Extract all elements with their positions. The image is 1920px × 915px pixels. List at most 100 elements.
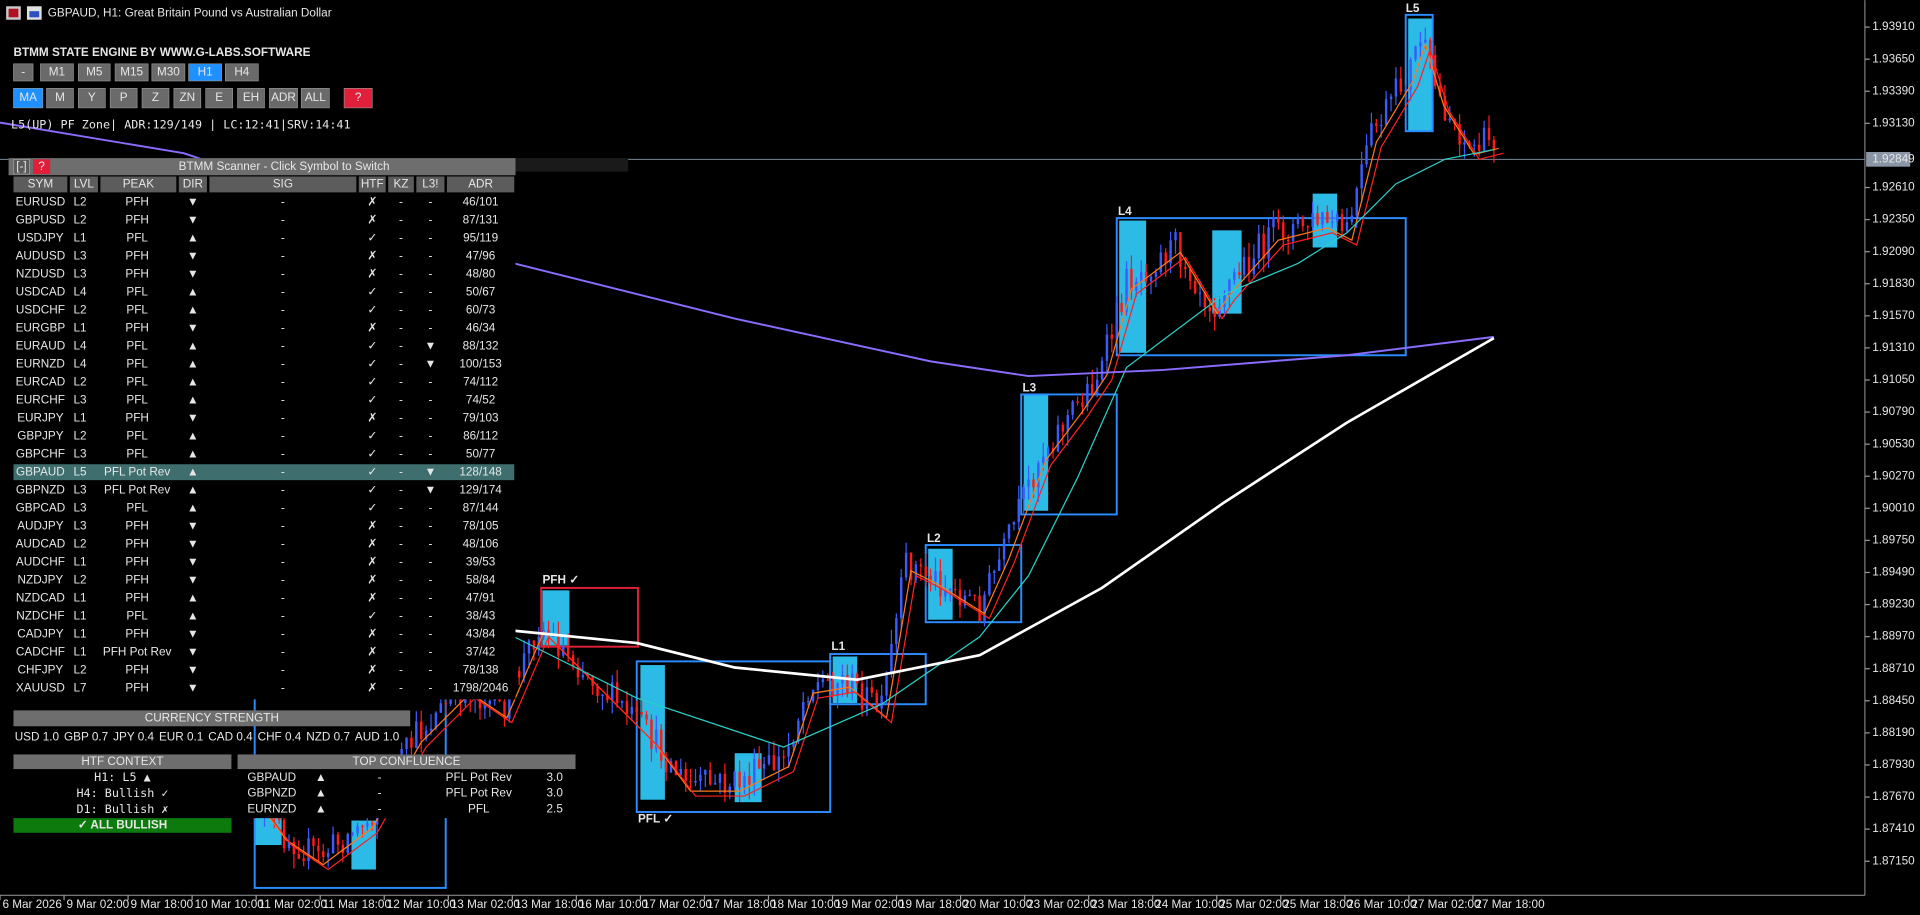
symbol-link[interactable]: USDCAD <box>16 285 66 298</box>
time-label: 19 Mar 18:00 <box>899 898 969 911</box>
timeframe-button[interactable] <box>40 63 74 82</box>
help-button[interactable] <box>33 159 51 175</box>
mode-label[interactable]: MA <box>19 91 37 104</box>
mode-label[interactable]: ZN <box>180 91 196 104</box>
symbol-link[interactable]: EURAUD <box>16 339 66 352</box>
scanner-cell: - <box>428 663 432 676</box>
timeframe-label[interactable]: M1 <box>49 66 65 79</box>
candle-body <box>405 737 408 750</box>
price-label: 1.93130 <box>1872 116 1915 129</box>
mode-label[interactable]: EH <box>243 91 259 104</box>
timeframe-button[interactable] <box>225 63 259 82</box>
symbol-link[interactable]: EURJPY <box>17 411 64 424</box>
symbol-link[interactable]: AUDJPY <box>17 519 64 532</box>
mode-button[interactable] <box>141 88 170 109</box>
symbol-link[interactable]: CADCHF <box>16 645 65 658</box>
help-label[interactable]: ? <box>38 160 45 173</box>
symbol-link[interactable]: EURNZD <box>16 357 65 370</box>
timeframe-button[interactable] <box>13 63 34 82</box>
symbol-link[interactable]: EURCAD <box>16 375 66 388</box>
scanner-cell: - <box>281 501 285 514</box>
time-label: 27 Mar 18:00 <box>1475 898 1545 911</box>
mode-button[interactable] <box>173 88 202 109</box>
timeframe-label[interactable]: M5 <box>86 66 103 79</box>
price-label: 1.89750 <box>1872 534 1915 547</box>
scanner-cell: - <box>399 483 403 496</box>
collapse-label[interactable]: [-] <box>16 160 26 173</box>
mode-button[interactable] <box>269 88 298 109</box>
mode-label[interactable]: Y <box>88 91 96 104</box>
symbol-link[interactable]: USDCHF <box>16 303 65 316</box>
symbol-link[interactable]: GBPCHF <box>16 447 65 460</box>
scanner-cell: - <box>399 267 403 280</box>
symbol-link[interactable]: NZDUSD <box>16 267 65 280</box>
collapse-button[interactable] <box>13 159 30 175</box>
price-label: 1.88710 <box>1872 662 1915 675</box>
confluence-cell: EURNZD <box>247 803 296 816</box>
symbol-link[interactable]: NZDJPY <box>18 573 64 586</box>
symbol-link[interactable]: CHFJPY <box>18 663 64 676</box>
candle-body <box>953 588 957 591</box>
symbol-link[interactable]: GBPUSD <box>16 213 66 226</box>
mode-label[interactable]: E <box>215 91 223 104</box>
mode-button[interactable] <box>13 88 44 109</box>
symbol-link[interactable]: EURCHF <box>16 393 65 406</box>
timeframe-button[interactable] <box>188 63 222 82</box>
timeframe-button[interactable] <box>78 63 111 82</box>
mode-button[interactable] <box>300 88 330 109</box>
symbol-link[interactable]: NZDCAD <box>16 591 65 604</box>
symbol-link[interactable]: EURGBP <box>16 321 66 334</box>
timeframe-button[interactable] <box>151 63 186 82</box>
mode-label[interactable]: M <box>55 91 65 104</box>
candle-body <box>557 633 560 656</box>
mode-label[interactable]: ? <box>355 91 362 104</box>
timeframe-label[interactable]: M30 <box>157 66 180 79</box>
scanner-cell: ✓ <box>367 375 377 388</box>
symbol-link[interactable]: GBPNZD <box>16 483 65 496</box>
symbol-link[interactable]: NZDCHF <box>16 609 64 622</box>
price-label: 1.88190 <box>1872 726 1915 739</box>
symbol-link[interactable]: AUDCHF <box>16 555 65 568</box>
symbol-link[interactable]: AUDCAD <box>16 537 66 550</box>
scanner-cell: ▼ <box>187 267 199 280</box>
scanner-cell: - <box>428 681 432 694</box>
scanner-cell: - <box>281 231 285 244</box>
scanner-cell: - <box>428 573 432 586</box>
candle-body <box>1091 383 1094 394</box>
mode-label[interactable]: ADR <box>271 91 296 104</box>
candle-body <box>1002 538 1006 560</box>
mode-button[interactable] <box>205 88 233 109</box>
candle-body <box>1419 42 1422 47</box>
timeframe-label[interactable]: H1 <box>198 66 213 79</box>
mode-label[interactable]: P <box>120 91 128 104</box>
scanner-cell: - <box>399 213 403 226</box>
candle-body <box>1272 217 1275 228</box>
mode-label[interactable]: ALL <box>305 91 326 104</box>
candle-body <box>1360 164 1363 189</box>
timeframe-button[interactable] <box>114 63 149 82</box>
timeframe-label[interactable]: - <box>21 66 25 79</box>
symbol-link[interactable]: XAUUSD <box>16 681 65 694</box>
candle-body <box>1394 78 1398 97</box>
mode-label[interactable]: Z <box>152 91 159 104</box>
symbol-link[interactable]: USDJPY <box>17 231 64 244</box>
timeframe-label[interactable]: M15 <box>120 66 143 79</box>
symbol-link[interactable]: EURUSD <box>16 195 66 208</box>
mode-button[interactable] <box>109 88 138 109</box>
scanner-cell: L1 <box>73 609 86 622</box>
symbol-link[interactable]: GBPJPY <box>17 429 64 442</box>
symbol-link[interactable]: GBPAUD <box>16 465 65 478</box>
mode-button[interactable] <box>78 88 106 109</box>
scanner-cell: ✗ <box>367 555 377 568</box>
mode-button[interactable] <box>343 88 373 109</box>
mode-button[interactable] <box>46 88 74 109</box>
scanner-cell: ✗ <box>367 321 377 334</box>
scanner-cell: - <box>399 339 403 352</box>
candle-body <box>1056 424 1060 452</box>
mode-button[interactable] <box>237 88 265 109</box>
scanner-cell: - <box>399 519 403 532</box>
symbol-link[interactable]: CADJPY <box>17 627 64 640</box>
symbol-link[interactable]: GBPCAD <box>16 501 66 514</box>
symbol-link[interactable]: AUDUSD <box>16 249 66 262</box>
timeframe-label[interactable]: H4 <box>234 66 249 79</box>
